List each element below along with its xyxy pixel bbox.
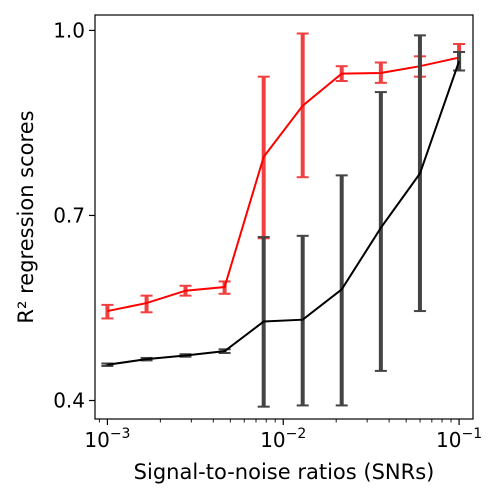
y-tick-label: 0.4 [53,388,85,412]
series-0-errorbars [101,32,466,320]
x-tick-label: 10−1 [436,426,482,452]
series-0-line [107,56,460,313]
x-tick-label: 10−3 [84,426,130,452]
plot-frame [94,14,474,420]
y-axis-label: R² regression scores [14,110,38,323]
y-tick-label: 1.0 [53,18,85,42]
y-tick-label: 0.7 [53,203,85,227]
series-1-line [107,60,461,366]
series-1-errorbars [101,34,466,408]
x-axis-label: Signal-to-noise ratios (SNRs) [134,460,435,484]
x-tick-label: 10−2 [260,426,306,452]
